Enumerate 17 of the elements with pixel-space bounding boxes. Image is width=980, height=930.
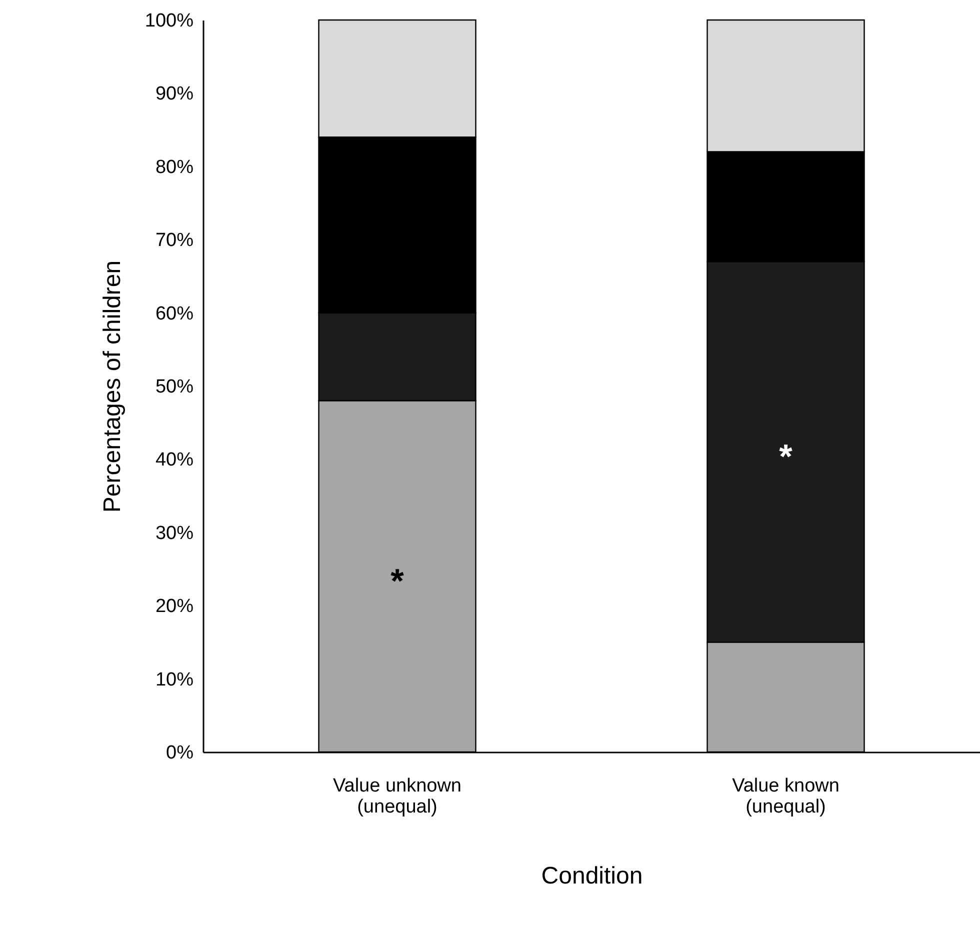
y-tick-label: 30% — [155, 522, 194, 544]
y-tick-label: 100% — [144, 10, 194, 32]
y-axis-title: Percentages of children — [98, 260, 126, 513]
y-tick-label: 20% — [155, 596, 194, 618]
y-tick-label: 10% — [155, 669, 194, 690]
x-tick-label: Value unknown (unequal) — [332, 776, 462, 818]
annotation: * — [390, 562, 405, 600]
x-tick-label: Value known (unequal) — [732, 776, 840, 818]
x-axis-title: Condition — [541, 862, 643, 890]
y-tick-label: 50% — [155, 376, 194, 398]
annotation: * — [779, 438, 794, 476]
y-tick-label: 80% — [155, 156, 194, 178]
y-tick-label: 90% — [155, 84, 194, 105]
y-tick-label: 70% — [155, 230, 194, 252]
y-tick-label: 40% — [155, 450, 194, 471]
y-tick-label: 0% — [166, 742, 194, 764]
y-tick-label: 60% — [155, 303, 194, 324]
